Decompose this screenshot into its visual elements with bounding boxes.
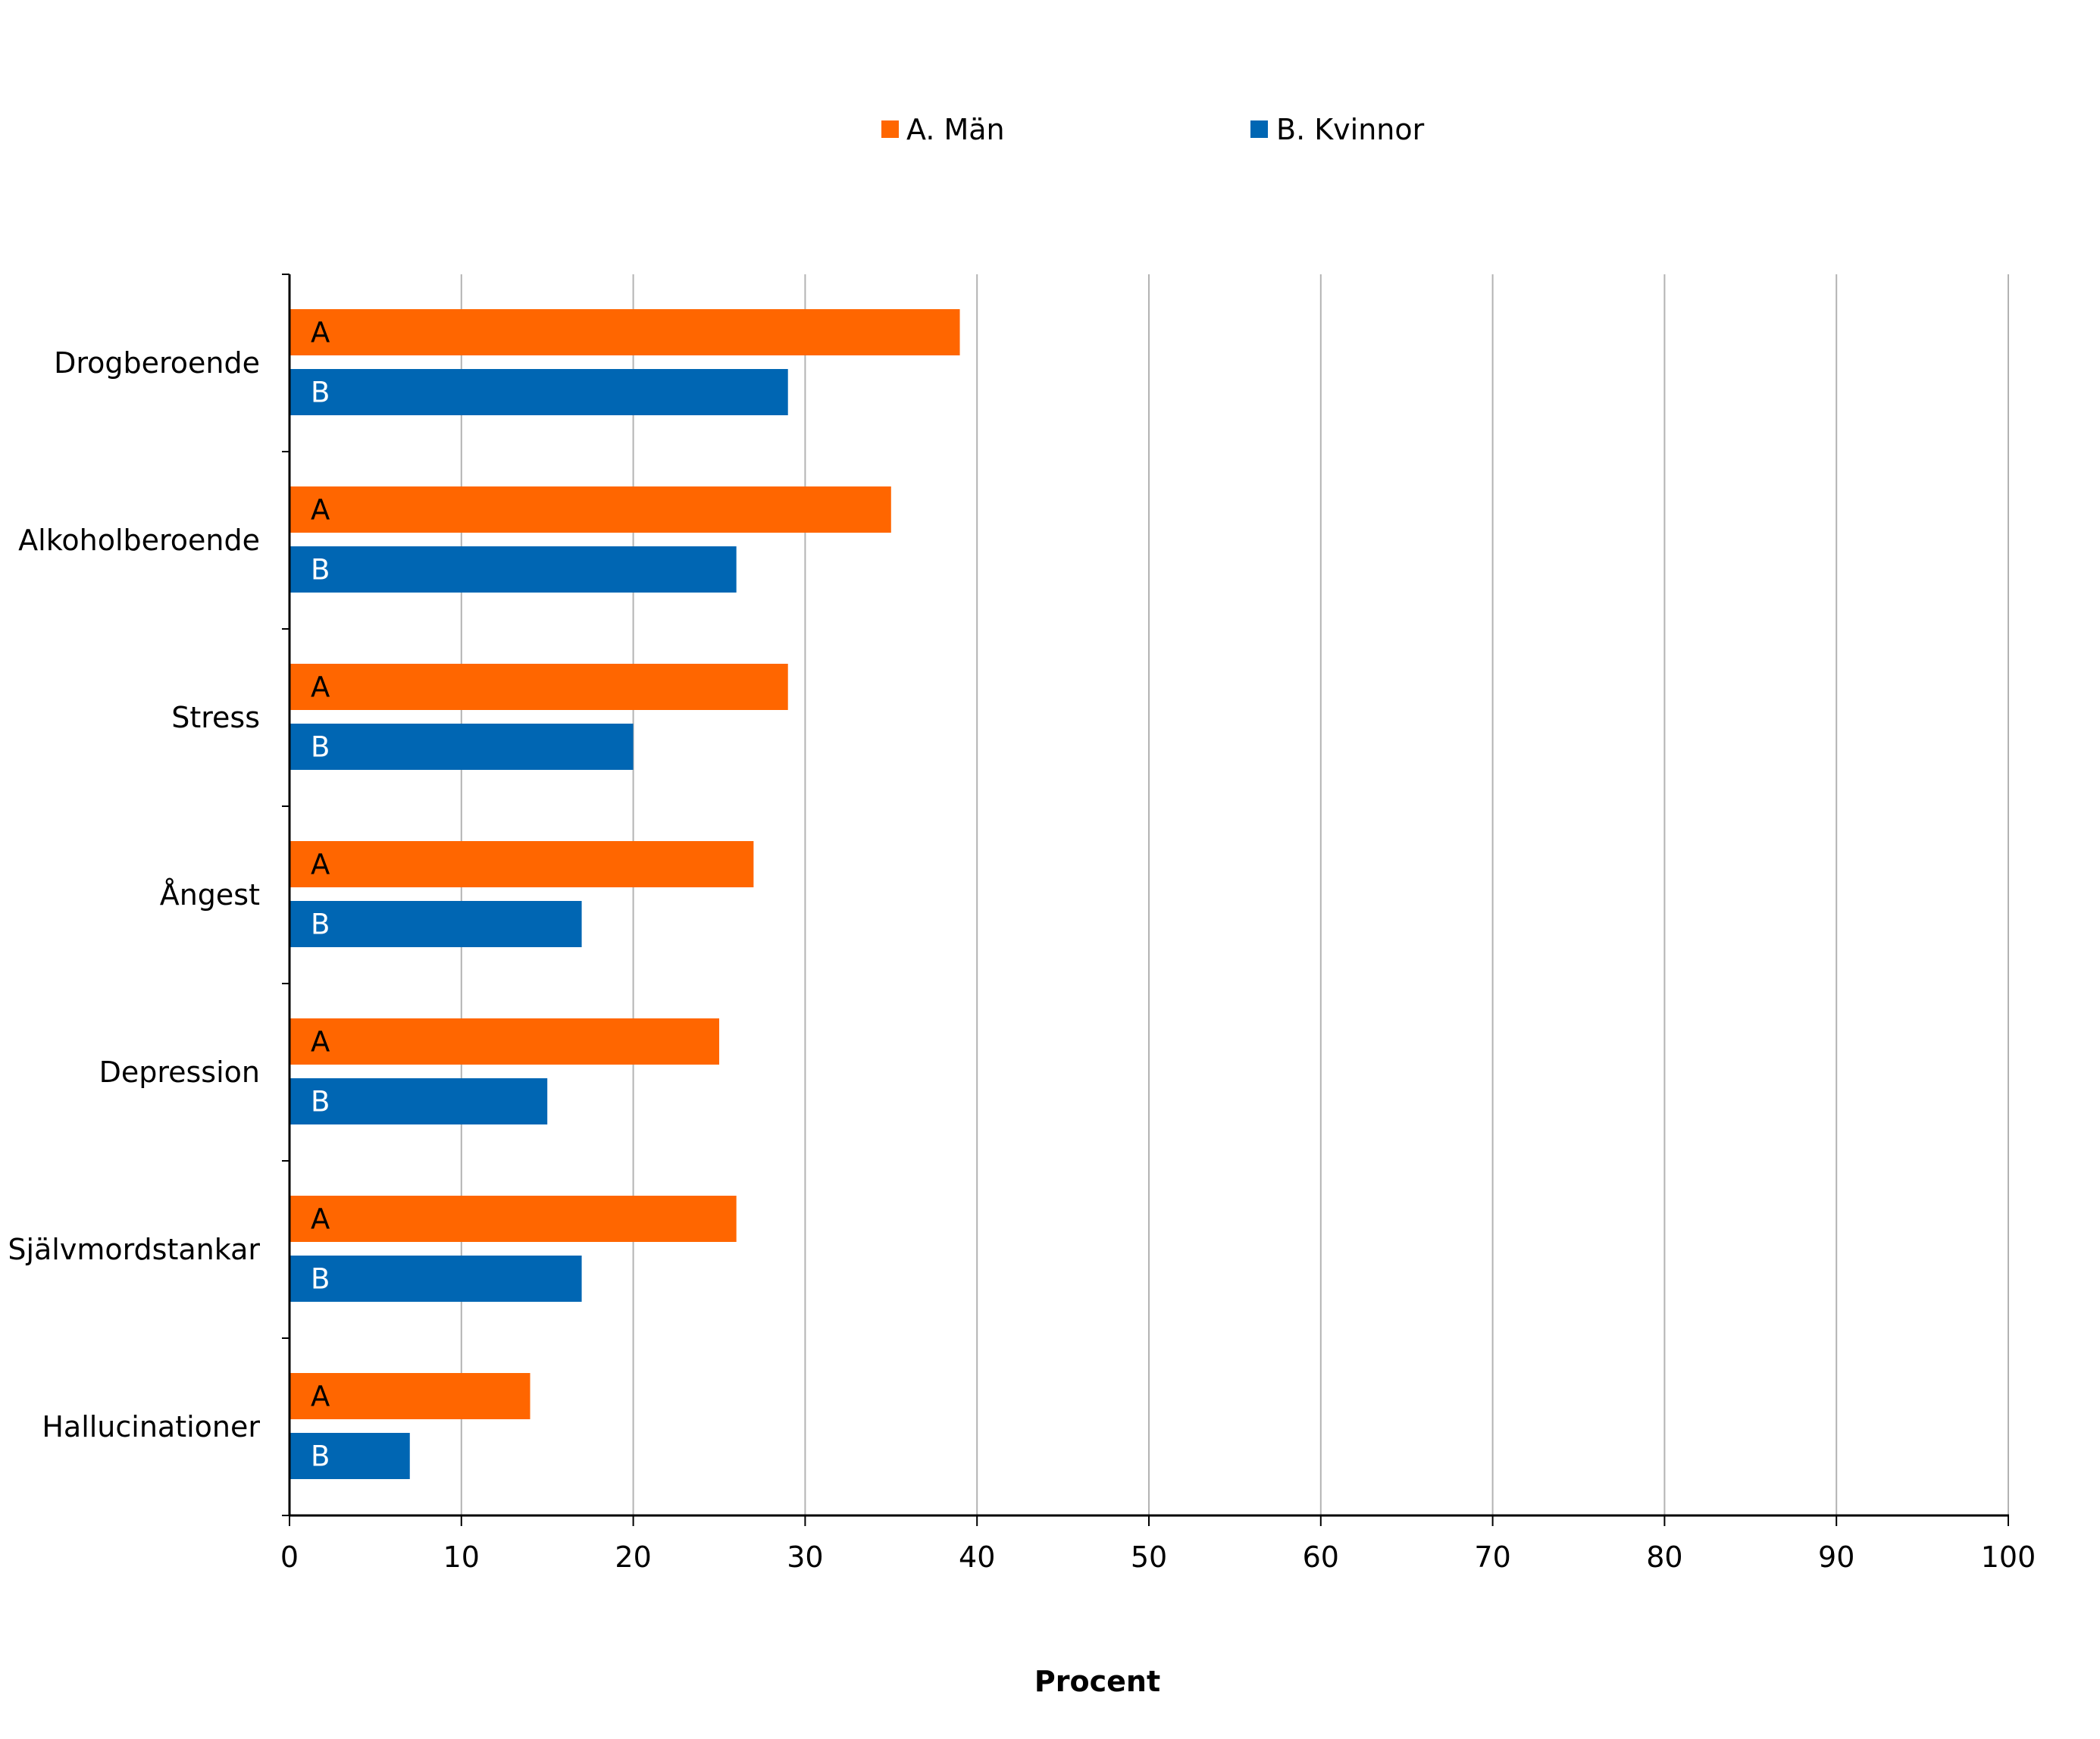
x-axis-title: Procent [1034, 1665, 1160, 1698]
bar-b-5 [289, 1256, 582, 1302]
bar-a-0 [289, 309, 960, 355]
category-label-4: Depression [99, 1056, 260, 1089]
axes [282, 274, 2009, 1526]
bar-b-2 [289, 724, 634, 770]
legend-swatch-b [1250, 120, 1268, 138]
bar-label-a-5: A [311, 1203, 330, 1236]
bar-b-3 [289, 901, 582, 947]
category-label-5: Självmordstankar [8, 1233, 260, 1266]
bar-a-1 [289, 486, 891, 533]
bar-label-a-4: A [311, 1026, 330, 1059]
category-label-6: Hallucinationer [42, 1410, 260, 1443]
bar-label-a-0: A [311, 317, 330, 349]
bar-label-a-1: A [311, 494, 330, 527]
bar-label-a-2: A [311, 671, 330, 704]
bar-b-1 [289, 546, 737, 593]
category-label-0: Drogberoende [54, 346, 260, 380]
category-label-2: Stress [171, 701, 260, 734]
x-tick-label-40: 40 [959, 1540, 995, 1574]
legend-swatch-a [881, 120, 899, 138]
category-labels: Drogberoende Alkoholberoende Stress Ångest D… [8, 346, 260, 1443]
x-tick-label-30: 30 [787, 1540, 823, 1574]
bar-label-b-1: B [311, 554, 330, 586]
x-tick-labels: 0 10 20 30 40 50 60 70 80 90 100 [280, 1540, 2036, 1574]
bar-label-a-6: A [311, 1381, 330, 1413]
x-tick-label-60: 60 [1303, 1540, 1339, 1574]
legend-label-b: B. Kvinnor [1276, 113, 1425, 146]
bar-label-b-4: B [311, 1086, 330, 1118]
x-tick-label-20: 20 [615, 1540, 651, 1574]
gridlines [460, 274, 2009, 1515]
x-tick-label-100: 100 [1981, 1540, 2036, 1574]
bar-b-0 [289, 369, 788, 415]
bar-a-6 [289, 1373, 530, 1419]
category-label-3: Ångest [160, 878, 260, 912]
bar-label-b-0: B [311, 377, 330, 409]
x-tick-label-50: 50 [1131, 1540, 1167, 1574]
x-tick-label-80: 80 [1646, 1540, 1682, 1574]
x-tick-label-90: 90 [1818, 1540, 1854, 1574]
x-tick-label-70: 70 [1474, 1540, 1510, 1574]
legend-label-a: A. Män [906, 113, 1005, 146]
x-tick-label-10: 10 [443, 1540, 480, 1574]
bar-label-b-6: B [311, 1440, 330, 1473]
bar-b-4 [289, 1078, 548, 1124]
legend: A. Män B. Kvinnor [881, 113, 1425, 146]
bar-a-5 [289, 1196, 737, 1242]
bar-label-b-3: B [311, 909, 330, 941]
x-tick-label-0: 0 [280, 1540, 299, 1574]
bar-label-a-3: A [311, 849, 330, 881]
bar-a-3 [289, 841, 754, 887]
category-label-1: Alkoholberoende [18, 524, 260, 557]
bar-a-4 [289, 1018, 719, 1065]
bar-a-2 [289, 664, 788, 710]
bar-label-b-2: B [311, 731, 330, 764]
bar-label-b-5: B [311, 1263, 330, 1296]
bar-b-6 [289, 1433, 410, 1479]
